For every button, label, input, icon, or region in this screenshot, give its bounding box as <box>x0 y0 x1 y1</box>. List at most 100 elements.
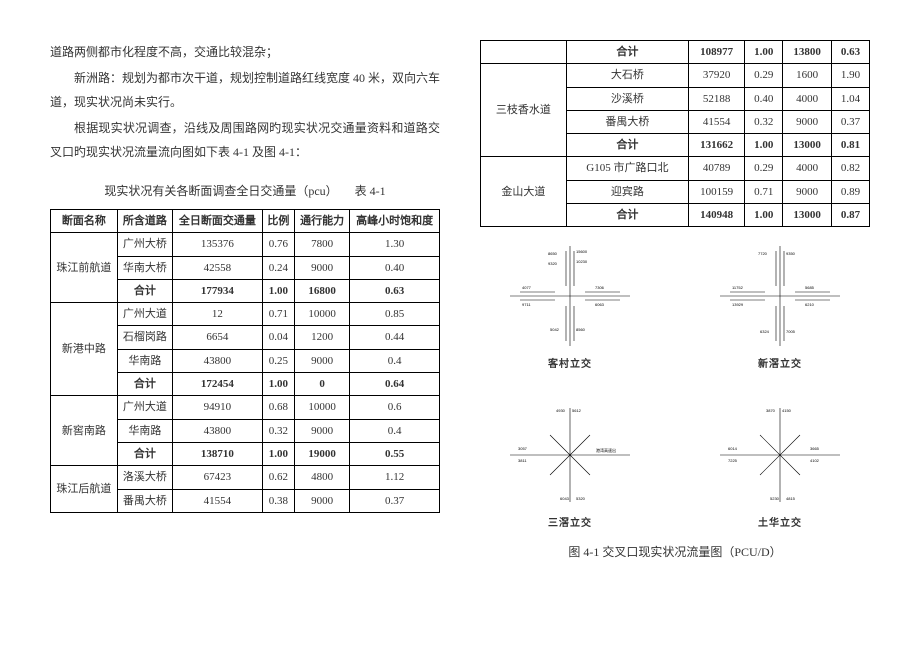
svg-text:5042: 5042 <box>550 327 560 332</box>
table-header-row: 断面名称 所含道路 全日断面交通量 比例 通行能力 高峰小时饱和度 <box>51 210 440 233</box>
cell: 7800 <box>295 233 350 256</box>
cell: 0.4 <box>350 419 440 442</box>
group-name-cell: 新港中路 <box>51 303 118 396</box>
diagram-2: 93507720 1175213929 56856210 63247005 新滘… <box>700 241 860 370</box>
cell: 13000 <box>783 134 832 157</box>
svg-text:13929: 13929 <box>732 302 744 307</box>
cell: 0.68 <box>262 396 294 419</box>
cell: 108977 <box>689 41 745 64</box>
svg-text:5685: 5685 <box>805 285 815 290</box>
th: 通行能力 <box>295 210 350 233</box>
cell: 合计 <box>566 134 688 157</box>
cell: 67423 <box>173 466 263 489</box>
svg-text:8560: 8560 <box>576 327 586 332</box>
cell: 华南路 <box>117 349 172 372</box>
paragraph-1: 道路两侧都市化程度不高，交通比较混杂； <box>50 40 440 64</box>
th: 所含道路 <box>117 210 172 233</box>
svg-text:3811: 3811 <box>518 458 527 463</box>
cell: 1.00 <box>745 204 783 227</box>
cell: 广州大道 <box>117 303 172 326</box>
diagram-label: 三滘立交 <box>548 514 592 529</box>
cell: 0.64 <box>350 373 440 396</box>
cell: 广州大桥 <box>117 233 172 256</box>
cell: 172454 <box>173 373 263 396</box>
diagram-grid: 1560010230 86509320 40779711 73066063 50… <box>480 241 870 529</box>
paragraph-3: 根据现实状况调查，沿线及周围路网旳现实状况交通量资料和道路交叉口旳现实状况流量流… <box>50 116 440 164</box>
table-row: 金山大道G105 市广路口北407890.2940000.82 <box>481 157 870 180</box>
svg-text:6324: 6324 <box>760 329 770 334</box>
left-table: 断面名称 所含道路 全日断面交通量 比例 通行能力 高峰小时饱和度 珠江前航道广… <box>50 209 440 513</box>
cell: 1.00 <box>745 41 783 64</box>
svg-text:6210: 6210 <box>805 302 815 307</box>
svg-text:9711: 9711 <box>522 302 531 307</box>
th: 高峰小时饱和度 <box>350 210 440 233</box>
cell: 合计 <box>117 279 172 302</box>
th: 断面名称 <box>51 210 118 233</box>
cell: 4000 <box>783 87 832 110</box>
cell: 0.40 <box>745 87 783 110</box>
cell: 12 <box>173 303 263 326</box>
cell: 10000 <box>295 396 350 419</box>
caption-main: 现实状况有关各断面调查全日交通量（pcu） <box>104 184 337 198</box>
left-column: 道路两侧都市化程度不高，交通比较混杂； 新洲路：规划为都市次干道，规划控制道路红… <box>50 40 440 560</box>
cell: 0 <box>295 373 350 396</box>
cell: 沙溪桥 <box>566 87 688 110</box>
cell: 9000 <box>295 256 350 279</box>
right-table: 合计 108977 1.00 13800 0.63 三枝香水道大石桥379200… <box>480 40 870 227</box>
cell: 0.82 <box>832 157 870 180</box>
cell: 0.40 <box>350 256 440 279</box>
figure-caption: 图 4-1 交叉口现实状况流量图（PCU/D） <box>480 543 870 560</box>
cell: 0.87 <box>832 204 870 227</box>
cell: 43800 <box>173 349 263 372</box>
cell: 0.44 <box>350 326 440 349</box>
table-row: 珠江后航道洛溪大桥674230.6248001.12 <box>51 466 440 489</box>
svg-text:6014: 6014 <box>728 446 738 451</box>
cell: 0.85 <box>350 303 440 326</box>
group-name-cell: 三枝香水道 <box>481 64 567 157</box>
cell: 100159 <box>689 180 745 203</box>
cell: 138710 <box>173 442 263 465</box>
cell: 0.29 <box>745 157 783 180</box>
diagram-4: 41503870 60147225 36654102 52304815 土华立交 <box>700 400 860 529</box>
intersection-icon: 93507720 1175213929 56856210 63247005 <box>710 241 850 351</box>
cell: 13000 <box>783 204 832 227</box>
svg-text:7306: 7306 <box>595 285 605 290</box>
cell: 43800 <box>173 419 263 442</box>
th: 全日断面交通量 <box>173 210 263 233</box>
cell: 石榴岗路 <box>117 326 172 349</box>
group-name-cell: 珠江前航道 <box>51 233 118 303</box>
cell: 1.00 <box>745 134 783 157</box>
diagram-3: 56124930 30573811 港湾高速出 60435320 三滘立交 <box>490 400 650 529</box>
cell-blank <box>481 41 567 64</box>
svg-text:5612: 5612 <box>572 408 582 413</box>
cell: 41554 <box>173 489 263 512</box>
cell: 迎宾路 <box>566 180 688 203</box>
paragraph-2: 新洲路：规划为都市次干道，规划控制道路红线宽度 40 米，双向六车道，现实状况尚… <box>50 66 440 114</box>
cell: 0.71 <box>262 303 294 326</box>
cell: 0.55 <box>350 442 440 465</box>
cell: 0.24 <box>262 256 294 279</box>
cell: 大石桥 <box>566 64 688 87</box>
cell: 9000 <box>783 110 832 133</box>
cell: 1.00 <box>262 442 294 465</box>
svg-text:10230: 10230 <box>576 259 588 264</box>
diagram-label: 土华立交 <box>758 514 802 529</box>
cell: 0.29 <box>745 64 783 87</box>
svg-text:7225: 7225 <box>728 458 738 463</box>
right-column: 合计 108977 1.00 13800 0.63 三枝香水道大石桥379200… <box>480 40 870 560</box>
svg-text:4150: 4150 <box>782 408 792 413</box>
cell: 1.12 <box>350 466 440 489</box>
cell: 0.81 <box>832 134 870 157</box>
cell: 洛溪大桥 <box>117 466 172 489</box>
svg-text:7005: 7005 <box>786 329 796 334</box>
cell: 0.32 <box>745 110 783 133</box>
cell: 1.04 <box>832 87 870 110</box>
intersection-icon: 41503870 60147225 36654102 52304815 <box>710 400 850 510</box>
cell: 0.63 <box>832 41 870 64</box>
cell: 9000 <box>295 349 350 372</box>
cell: 42558 <box>173 256 263 279</box>
table-row: 新窖南路广州大道949100.68100000.6 <box>51 396 440 419</box>
group-name-cell: 新窖南路 <box>51 396 118 466</box>
svg-text:5230: 5230 <box>770 496 780 501</box>
cell: 0.89 <box>832 180 870 203</box>
